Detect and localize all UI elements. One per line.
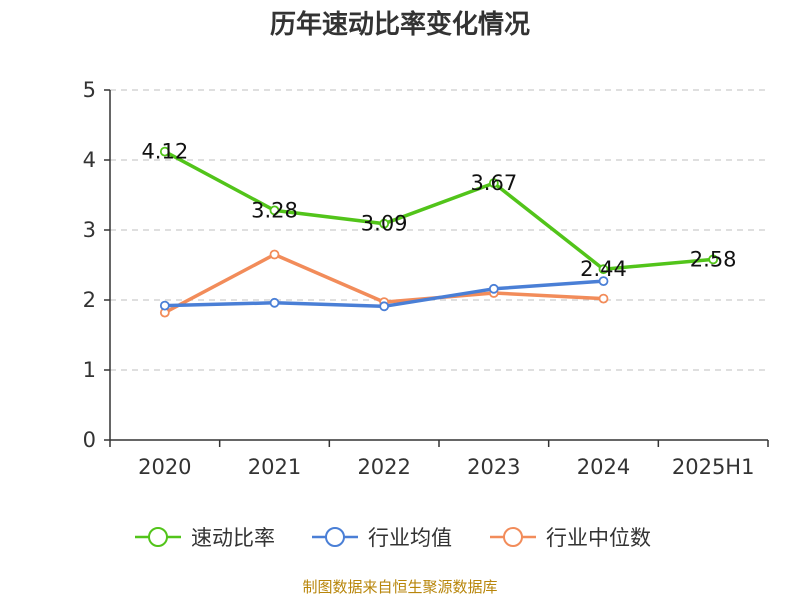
x-ticks: 2020 2021 2022 2023 2024 2025H1 (138, 455, 754, 479)
data-label: 2.44 (580, 257, 627, 281)
source-note: 制图数据来自恒生聚源数据库 (302, 578, 497, 596)
x-tick-label: 2024 (577, 455, 630, 479)
series-line (164, 150, 714, 271)
legend-item-0: 速动比率 (135, 526, 275, 550)
x-tick-label: 2022 (357, 455, 410, 479)
legend-label: 行业中位数 (546, 526, 651, 550)
legend-item-1: 行业均值 (312, 526, 452, 550)
chart-title: 历年速动比率变化情况 (270, 9, 530, 40)
series: 4.12 3.28 3.09 3.67 2.44 2.58 (141, 140, 737, 318)
legend: 速动比率 行业均值 行业中位数 (135, 526, 651, 550)
data-label: 3.67 (470, 171, 517, 195)
grid (110, 89, 768, 371)
data-point (269, 205, 280, 216)
data-label: 3.28 (251, 198, 298, 222)
y-ticks: 0 1 2 3 4 5 (83, 78, 96, 452)
x-tick-label: 2023 (467, 455, 520, 479)
data-point (598, 264, 609, 275)
data-label: 4.12 (141, 140, 188, 164)
y-tick-label: 3 (83, 218, 96, 242)
data-point (598, 293, 609, 304)
x-tick-label: 2025H1 (672, 455, 755, 479)
data-label: 3.09 (361, 212, 408, 236)
data-point (159, 146, 170, 157)
legend-label: 行业均值 (368, 526, 452, 550)
data-point (269, 297, 280, 308)
y-tick-label: 0 (83, 428, 96, 452)
data-label: 2.58 (690, 247, 737, 271)
y-tick-label: 4 (83, 148, 96, 172)
x-tick-label: 2021 (248, 455, 301, 479)
y-tick-label: 2 (83, 288, 96, 312)
axes (104, 89, 769, 447)
y-tick-label: 5 (83, 78, 96, 102)
data-point (379, 301, 390, 312)
legend-marker (503, 527, 523, 547)
data-point (598, 276, 609, 287)
legend-marker (148, 527, 168, 547)
legend-item-2: 行业中位数 (490, 526, 651, 550)
data-point (379, 218, 390, 229)
data-point (269, 249, 280, 260)
legend-label: 速动比率 (191, 526, 275, 550)
legend-marker (325, 527, 345, 547)
data-point (488, 178, 499, 189)
series-0: 4.12 3.28 3.09 3.67 2.44 2.58 (141, 140, 736, 282)
x-tick-label: 2020 (138, 455, 191, 479)
y-tick-label: 1 (83, 358, 96, 382)
data-point (488, 283, 499, 294)
data-point (159, 300, 170, 311)
series-1 (159, 276, 609, 312)
data-point (708, 254, 719, 265)
